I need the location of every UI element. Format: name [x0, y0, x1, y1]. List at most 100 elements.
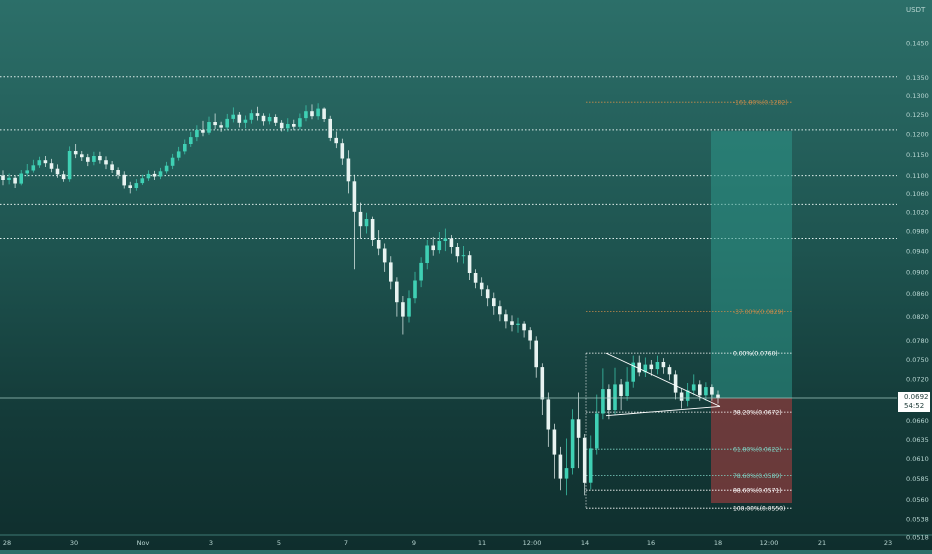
candle-44: [267, 113, 272, 125]
fib-label-0: -161.80%(0.1282): [733, 100, 788, 107]
candle-14: [86, 153, 90, 167]
price-tick-13: 0.0820: [906, 313, 929, 321]
candle-17: [104, 156, 108, 170]
time-tick-12: 12:00: [760, 539, 779, 547]
fibonacci-layer: -161.80%(0.1282) -37.00%(0.0829) 0.00%(0.0…: [585, 100, 792, 513]
candle-9: [55, 164, 60, 178]
time-tick-0: 28: [3, 539, 11, 547]
candle-48: [292, 119, 296, 131]
candle-42: [255, 106, 260, 121]
candle-49: [298, 113, 302, 130]
price-tick-6: 0.1100: [906, 172, 929, 180]
price-tick-3: 0.1250: [906, 111, 929, 119]
candle-20: [122, 171, 126, 189]
candle-57: [346, 150, 351, 194]
price-tick-11: 0.0900: [906, 268, 929, 276]
time-tick-13: 21: [818, 539, 826, 547]
price-tick-7: 0.1060: [906, 190, 929, 198]
time-tick-6: 9: [412, 539, 416, 547]
price-axis[interactable]: USDT 0.1450 0.1350 0.1300 0.1250 0.1200 0.115…: [906, 6, 929, 542]
price-tick-9: 0.0980: [906, 228, 929, 236]
candle-36: [219, 121, 223, 132]
price-tick-21: 0.0585: [906, 475, 929, 483]
position-tool-layer: [711, 131, 792, 503]
triangle-lower-line[interactable]: [605, 405, 721, 417]
fib-label-1: -37.00%(0.0829): [733, 309, 784, 316]
candle-76: [461, 246, 466, 264]
candle-43: [261, 113, 266, 126]
candle-19: [116, 167, 120, 179]
last-price-layer: 0.0692 54:52: [0, 392, 930, 412]
candles-layer: [1, 103, 720, 496]
candle-112: [679, 388, 684, 409]
candle-16: [98, 151, 102, 164]
triangle-upper-line[interactable]: [605, 352, 721, 407]
price-tick-15: 0.0750: [906, 356, 929, 364]
candle-30: [183, 139, 187, 155]
candle-92: [558, 446, 563, 491]
candle-114: [691, 374, 696, 396]
candle-113: [685, 383, 690, 407]
candle-88: [534, 336, 538, 378]
candle-104: [631, 355, 635, 388]
price-tick-18: 0.0660: [906, 417, 929, 425]
candle-102: [619, 379, 623, 410]
last-price-countdown: 54:52: [904, 402, 924, 410]
candle-13: [80, 151, 84, 161]
candle-80: [485, 285, 490, 307]
candle-89: [540, 363, 545, 415]
price-tick-1: 0.1350: [906, 74, 929, 82]
fib-label-3: 38.20%(0.0672): [733, 410, 782, 417]
time-tick-3: 3: [209, 539, 213, 547]
candle-62: [376, 230, 381, 256]
candle-118: [716, 390, 720, 404]
price-tick-4: 0.1200: [906, 130, 929, 138]
candle-60: [364, 212, 369, 234]
last-price-value: 0.0692: [904, 393, 929, 401]
time-tick-7: 11: [478, 539, 486, 547]
candle-31: [189, 131, 193, 147]
candle-46: [279, 120, 284, 132]
candle-15: [92, 151, 96, 166]
candle-94: [570, 409, 575, 475]
candle-100: [607, 384, 611, 420]
fib-label-7: 100.00%(0.0550): [733, 506, 785, 513]
price-tick-12: 0.0860: [906, 290, 929, 298]
candle-51: [310, 104, 314, 120]
candle-4: [25, 164, 29, 177]
candle-69: [419, 257, 423, 288]
candle-41: [249, 109, 254, 124]
time-tick-4: 5: [277, 539, 281, 547]
candle-40: [243, 115, 248, 129]
price-tick-0: 0.1450: [906, 40, 929, 48]
candle-75: [455, 243, 460, 263]
candle-86: [522, 321, 526, 338]
candle-35: [213, 113, 217, 130]
candle-85: [516, 317, 520, 333]
price-tick-16: 0.0720: [906, 376, 929, 384]
price-tick-23: 0.0538: [906, 515, 929, 523]
candle-52: [316, 103, 320, 120]
candle-93: [564, 438, 569, 496]
time-tick-1: 30: [70, 539, 78, 547]
time-axis[interactable]: 28 30 Nov 3 5 7 9 11 12:00 14 16 18 12:00 21 23: [3, 539, 892, 547]
candle-53: [322, 107, 326, 122]
candle-90: [546, 392, 551, 447]
candle-45: [273, 114, 278, 126]
candle-67: [407, 290, 411, 323]
time-tick-11: 18: [714, 539, 722, 547]
candle-2: [13, 175, 17, 188]
candle-0: [1, 170, 5, 186]
triangle-pattern-layer: [605, 352, 721, 417]
candle-8: [49, 158, 54, 173]
stop-zone[interactable]: [711, 398, 792, 503]
candle-107: [649, 360, 654, 376]
candle-109: [661, 358, 666, 374]
price-tick-5: 0.1150: [906, 151, 929, 159]
time-tick-5: 7: [344, 539, 348, 547]
candle-29: [176, 146, 181, 161]
price-tick-20: 0.0610: [906, 455, 929, 463]
profit-zone[interactable]: [711, 131, 792, 398]
